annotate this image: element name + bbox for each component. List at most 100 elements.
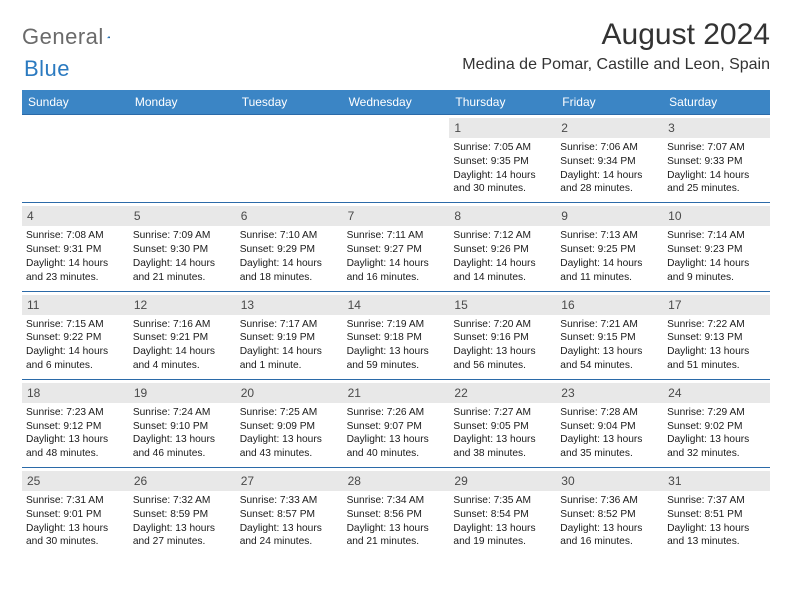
day-number: 6 bbox=[236, 206, 343, 226]
sunrise-text: Sunrise: 7:20 AM bbox=[453, 318, 552, 332]
day-number: 23 bbox=[556, 383, 663, 403]
day-content: Sunrise: 7:10 AMSunset: 9:29 PMDaylight:… bbox=[240, 229, 339, 284]
sunrise-text: Sunrise: 7:34 AM bbox=[347, 494, 446, 508]
daylight-text: Daylight: 13 hours and 21 minutes. bbox=[347, 522, 446, 550]
day-number: 25 bbox=[22, 471, 129, 491]
sunset-text: Sunset: 9:15 PM bbox=[560, 331, 659, 345]
day-content: Sunrise: 7:21 AMSunset: 9:15 PMDaylight:… bbox=[560, 318, 659, 373]
day-number: 24 bbox=[663, 383, 770, 403]
month-title: August 2024 bbox=[462, 18, 770, 52]
day-content: Sunrise: 7:33 AMSunset: 8:57 PMDaylight:… bbox=[240, 494, 339, 549]
calendar-page: General August 2024 Medina de Pomar, Cas… bbox=[0, 0, 792, 555]
day-number: 29 bbox=[449, 471, 556, 491]
week-row: 1Sunrise: 7:05 AMSunset: 9:35 PMDaylight… bbox=[22, 114, 770, 202]
day-cell: 24Sunrise: 7:29 AMSunset: 9:02 PMDayligh… bbox=[663, 380, 770, 467]
day-number: 12 bbox=[129, 295, 236, 315]
day-content: Sunrise: 7:24 AMSunset: 9:10 PMDaylight:… bbox=[133, 406, 232, 461]
day-number: 8 bbox=[449, 206, 556, 226]
daylight-text: Daylight: 14 hours and 6 minutes. bbox=[26, 345, 125, 373]
day-cell: 20Sunrise: 7:25 AMSunset: 9:09 PMDayligh… bbox=[236, 380, 343, 467]
day-cell: 31Sunrise: 7:37 AMSunset: 8:51 PMDayligh… bbox=[663, 468, 770, 555]
day-cell: 17Sunrise: 7:22 AMSunset: 9:13 PMDayligh… bbox=[663, 292, 770, 379]
day-content: Sunrise: 7:37 AMSunset: 8:51 PMDaylight:… bbox=[667, 494, 766, 549]
day-number: 22 bbox=[449, 383, 556, 403]
day-content: Sunrise: 7:23 AMSunset: 9:12 PMDaylight:… bbox=[26, 406, 125, 461]
day-number: 19 bbox=[129, 383, 236, 403]
day-cell: 9Sunrise: 7:13 AMSunset: 9:25 PMDaylight… bbox=[556, 203, 663, 290]
sunrise-text: Sunrise: 7:37 AM bbox=[667, 494, 766, 508]
day-content: Sunrise: 7:08 AMSunset: 9:31 PMDaylight:… bbox=[26, 229, 125, 284]
day-content: Sunrise: 7:13 AMSunset: 9:25 PMDaylight:… bbox=[560, 229, 659, 284]
daylight-text: Daylight: 13 hours and 43 minutes. bbox=[240, 433, 339, 461]
daylight-text: Daylight: 14 hours and 25 minutes. bbox=[667, 169, 766, 197]
sunrise-text: Sunrise: 7:33 AM bbox=[240, 494, 339, 508]
day-cell: 18Sunrise: 7:23 AMSunset: 9:12 PMDayligh… bbox=[22, 380, 129, 467]
sunrise-text: Sunrise: 7:25 AM bbox=[240, 406, 339, 420]
daylight-text: Daylight: 13 hours and 30 minutes. bbox=[26, 522, 125, 550]
day-content: Sunrise: 7:22 AMSunset: 9:13 PMDaylight:… bbox=[667, 318, 766, 373]
sunrise-text: Sunrise: 7:17 AM bbox=[240, 318, 339, 332]
daylight-text: Daylight: 14 hours and 28 minutes. bbox=[560, 169, 659, 197]
day-cell: 12Sunrise: 7:16 AMSunset: 9:21 PMDayligh… bbox=[129, 292, 236, 379]
daylight-text: Daylight: 13 hours and 40 minutes. bbox=[347, 433, 446, 461]
sunset-text: Sunset: 9:34 PM bbox=[560, 155, 659, 169]
day-number: 4 bbox=[22, 206, 129, 226]
sunset-text: Sunset: 9:16 PM bbox=[453, 331, 552, 345]
sunset-text: Sunset: 9:13 PM bbox=[667, 331, 766, 345]
day-header: Friday bbox=[556, 90, 663, 114]
day-content: Sunrise: 7:09 AMSunset: 9:30 PMDaylight:… bbox=[133, 229, 232, 284]
sunrise-text: Sunrise: 7:23 AM bbox=[26, 406, 125, 420]
day-number: 5 bbox=[129, 206, 236, 226]
sunset-text: Sunset: 8:57 PM bbox=[240, 508, 339, 522]
sunset-text: Sunset: 8:51 PM bbox=[667, 508, 766, 522]
daylight-text: Daylight: 14 hours and 9 minutes. bbox=[667, 257, 766, 285]
day-cell: 2Sunrise: 7:06 AMSunset: 9:34 PMDaylight… bbox=[556, 115, 663, 202]
day-number: 27 bbox=[236, 471, 343, 491]
day-header: Sunday bbox=[22, 90, 129, 114]
sunrise-text: Sunrise: 7:09 AM bbox=[133, 229, 232, 243]
day-content: Sunrise: 7:36 AMSunset: 8:52 PMDaylight:… bbox=[560, 494, 659, 549]
daylight-text: Daylight: 13 hours and 35 minutes. bbox=[560, 433, 659, 461]
day-content: Sunrise: 7:17 AMSunset: 9:19 PMDaylight:… bbox=[240, 318, 339, 373]
sunset-text: Sunset: 9:26 PM bbox=[453, 243, 552, 257]
day-number: 26 bbox=[129, 471, 236, 491]
sunrise-text: Sunrise: 7:12 AM bbox=[453, 229, 552, 243]
sunrise-text: Sunrise: 7:28 AM bbox=[560, 406, 659, 420]
sunrise-text: Sunrise: 7:19 AM bbox=[347, 318, 446, 332]
day-content: Sunrise: 7:05 AMSunset: 9:35 PMDaylight:… bbox=[453, 141, 552, 196]
day-content: Sunrise: 7:25 AMSunset: 9:09 PMDaylight:… bbox=[240, 406, 339, 461]
daylight-text: Daylight: 14 hours and 16 minutes. bbox=[347, 257, 446, 285]
day-content: Sunrise: 7:28 AMSunset: 9:04 PMDaylight:… bbox=[560, 406, 659, 461]
day-cell: 6 Sunrise: 7:10 AMSunset: 9:29 PMDaylight… bbox=[236, 203, 343, 290]
sunrise-text: Sunrise: 7:29 AM bbox=[667, 406, 766, 420]
weeks-container: 1Sunrise: 7:05 AMSunset: 9:35 PMDaylight… bbox=[22, 114, 770, 555]
day-number: 21 bbox=[343, 383, 450, 403]
sunset-text: Sunset: 8:52 PM bbox=[560, 508, 659, 522]
day-content: Sunrise: 7:06 AMSunset: 9:34 PMDaylight:… bbox=[560, 141, 659, 196]
day-cell: 29Sunrise: 7:35 AMSunset: 8:54 PMDayligh… bbox=[449, 468, 556, 555]
day-number: 15 bbox=[449, 295, 556, 315]
sunset-text: Sunset: 9:12 PM bbox=[26, 420, 125, 434]
day-cell: 14Sunrise: 7:19 AMSunset: 9:18 PMDayligh… bbox=[343, 292, 450, 379]
sunrise-text: Sunrise: 7:05 AM bbox=[453, 141, 552, 155]
daylight-text: Daylight: 13 hours and 27 minutes. bbox=[133, 522, 232, 550]
sunrise-text: Sunrise: 7:13 AM bbox=[560, 229, 659, 243]
sunset-text: Sunset: 9:30 PM bbox=[133, 243, 232, 257]
calendar: Sunday Monday Tuesday Wednesday Thursday… bbox=[22, 90, 770, 555]
sunrise-text: Sunrise: 7:16 AM bbox=[133, 318, 232, 332]
week-row: 4 Sunrise: 7:08 AMSunset: 9:31 PMDaylight… bbox=[22, 202, 770, 290]
daylight-text: Daylight: 14 hours and 1 minute. bbox=[240, 345, 339, 373]
day-header: Tuesday bbox=[236, 90, 343, 114]
day-number: 28 bbox=[343, 471, 450, 491]
day-cell: 26Sunrise: 7:32 AMSunset: 8:59 PMDayligh… bbox=[129, 468, 236, 555]
day-cell: 25Sunrise: 7:31 AMSunset: 9:01 PMDayligh… bbox=[22, 468, 129, 555]
day-content: Sunrise: 7:27 AMSunset: 9:05 PMDaylight:… bbox=[453, 406, 552, 461]
day-content: Sunrise: 7:15 AMSunset: 9:22 PMDaylight:… bbox=[26, 318, 125, 373]
daylight-text: Daylight: 14 hours and 4 minutes. bbox=[133, 345, 232, 373]
sunset-text: Sunset: 9:22 PM bbox=[26, 331, 125, 345]
title-block: August 2024 Medina de Pomar, Castille an… bbox=[462, 18, 770, 80]
sunset-text: Sunset: 8:54 PM bbox=[453, 508, 552, 522]
day-number: 14 bbox=[343, 295, 450, 315]
sunrise-text: Sunrise: 7:07 AM bbox=[667, 141, 766, 155]
day-cell: 1Sunrise: 7:05 AMSunset: 9:35 PMDaylight… bbox=[449, 115, 556, 202]
